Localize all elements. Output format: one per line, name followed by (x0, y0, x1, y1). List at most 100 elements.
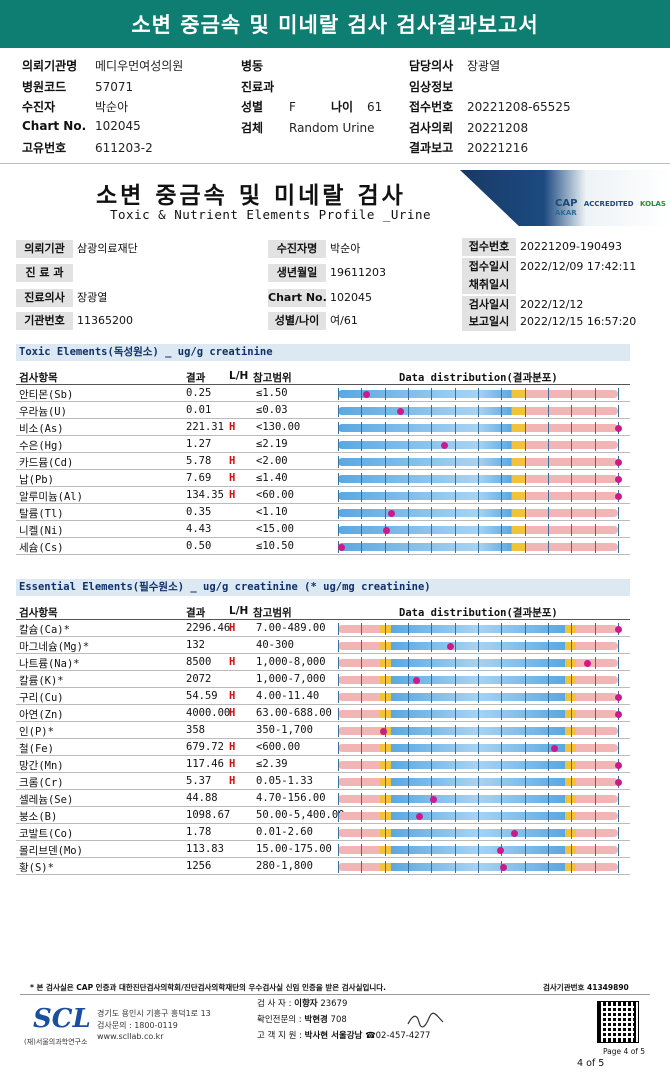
essential-result: 113.83 (186, 843, 224, 855)
essential-distribution-bar (338, 657, 619, 669)
toxic-row: 안티몬(Sb) 0.25 ≤1.50 (16, 385, 630, 402)
toxic-bar-tick (571, 541, 573, 553)
essential-result-marker (413, 676, 421, 684)
specialist-no: 708 (330, 1015, 347, 1025)
essential-bar-tick (478, 742, 479, 754)
essential-bar-tick (548, 691, 549, 703)
toxic-bar-tick (408, 473, 409, 485)
toxic-reference: <130.00 (256, 421, 301, 433)
essential-bar-tick (548, 861, 549, 873)
essential-bar-tick (524, 793, 526, 805)
hdr-c2-2-label: 성별 (241, 100, 264, 114)
essential-reference: 280-1,800 (256, 860, 313, 872)
essential-result-marker (500, 863, 508, 871)
essential-bar-tick (361, 725, 363, 737)
essential-bar-tick (571, 623, 573, 635)
essential-flag: H (229, 707, 236, 719)
essential-result: 117.46 (186, 758, 224, 770)
toxic-result: 0.50 (186, 540, 212, 552)
essential-result-marker (379, 727, 387, 735)
toxic-bar-tick (384, 422, 386, 434)
essential-bar-tick (431, 861, 433, 873)
toxic-row: 우라늄(U) 0.01 ≤0.03 (16, 402, 630, 419)
toxic-bar-tick (501, 541, 503, 553)
essential-bar-tick (548, 827, 549, 839)
essential-col-item: 검사항목 (19, 607, 58, 619)
essential-bar-tick (524, 674, 526, 686)
toxic-item-name: 카드뮴(Cd) (19, 457, 74, 469)
toxic-bar-tick (548, 541, 549, 553)
essential-bar-tick (618, 810, 619, 822)
toxic-bar-tick (524, 490, 526, 502)
essential-bar-tick (571, 657, 573, 669)
essential-bar-tick (384, 742, 386, 754)
essential-bar-tick (408, 776, 409, 788)
essential-bar-tick (454, 810, 456, 822)
essential-result: 2296.46 (186, 622, 231, 634)
toxic-bar-tick (408, 439, 409, 451)
essential-bar-tick (454, 827, 456, 839)
essential-bar-tick (548, 776, 549, 788)
essential-bar-tick (618, 861, 619, 873)
essential-bar-tick (384, 861, 386, 873)
essential-bar-tick (361, 827, 363, 839)
qr-code[interactable] (597, 1001, 639, 1043)
essential-bar-tick (618, 725, 619, 737)
essential-distribution-bar (338, 691, 622, 703)
essential-bar-tick (524, 861, 526, 873)
essential-bar-tick (524, 759, 526, 771)
toxic-bar-tick (548, 388, 549, 400)
toxic-item-name: 안티몬(Sb) (19, 389, 74, 401)
toxic-row: 수은(Hg) 1.27 ≤2.19 (16, 436, 630, 453)
essential-result-marker (550, 744, 558, 752)
essential-item-name: 나트륨(Na)* (19, 658, 80, 670)
essential-bar-tick (478, 725, 479, 737)
toxic-bar-tick (454, 388, 456, 400)
support-tel: ☎02-457-4277 (365, 1031, 431, 1041)
essential-bar-tick (431, 657, 433, 669)
toxic-bar-tick (594, 473, 596, 485)
toxic-bar-tick (618, 524, 619, 536)
toxic-bar-tick (548, 422, 549, 434)
essential-bar-tick (594, 725, 596, 737)
info-left-2-label: 진료의사 (16, 289, 73, 307)
essential-bar-tick (478, 691, 479, 703)
essential-item-name: 아연(Zn) (19, 709, 64, 721)
toxic-bar-tick (384, 541, 386, 553)
essential-col-lh: L/H (229, 605, 249, 617)
essential-bar-tick (408, 725, 409, 737)
toxic-bar-tick (361, 490, 363, 502)
info-left-1-value (77, 264, 257, 282)
toxic-item-name: 니켈(Ni) (19, 525, 64, 537)
essential-bar-tick (524, 776, 526, 788)
info-right-2-value (520, 276, 630, 294)
essential-distribution-bar (338, 810, 619, 822)
toxic-reference: ≤1.40 (256, 472, 288, 484)
toxic-bar-tick (454, 541, 456, 553)
essential-bar-tick (384, 691, 386, 703)
toxic-flag: H (229, 472, 236, 484)
essential-result: 132 (186, 639, 205, 651)
essential-flag: H (229, 656, 236, 668)
essential-bar-tick (618, 827, 619, 839)
toxic-bar-tick (408, 541, 409, 553)
toxic-bar-tick (618, 388, 619, 400)
hdr-c1-3-label: Chart No. (22, 118, 87, 133)
info-left-2-value: 장광열 (77, 291, 108, 304)
institution-number: 검사기관번호 41349890 (543, 983, 629, 992)
essential-result: 8500 (186, 656, 212, 668)
toxic-bar-tick (338, 456, 339, 468)
hdr-c3-1-label: 임상정보 (409, 79, 454, 94)
essential-distribution-bar (338, 640, 619, 652)
essential-bar-tick (361, 640, 363, 652)
essential-distribution-bar (338, 623, 622, 635)
essential-item-name: 붕소(B) (19, 811, 58, 823)
essential-bar-tick (384, 793, 386, 805)
essential-bar-tick (478, 810, 479, 822)
toxic-bar-tick (338, 524, 339, 536)
toxic-bar-tick (361, 456, 363, 468)
essential-bar-tick (501, 776, 503, 788)
toxic-bar-tick (431, 507, 433, 519)
info-left-0-label: 의뢰기관 (16, 240, 73, 258)
essential-bar-tick (431, 725, 433, 737)
